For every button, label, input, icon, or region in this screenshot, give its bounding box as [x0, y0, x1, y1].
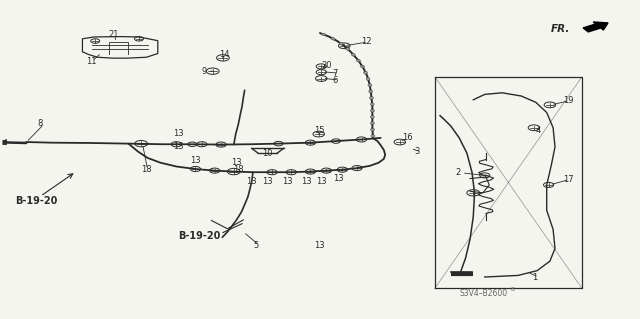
- Text: 13: 13: [314, 241, 324, 250]
- Ellipse shape: [351, 53, 355, 56]
- Text: 16: 16: [402, 133, 412, 142]
- Text: 1: 1: [532, 272, 537, 281]
- Text: 13: 13: [301, 177, 312, 186]
- Ellipse shape: [321, 33, 326, 36]
- Ellipse shape: [368, 84, 372, 87]
- Text: 14: 14: [219, 49, 230, 59]
- Ellipse shape: [360, 65, 364, 68]
- Text: 13: 13: [246, 177, 257, 186]
- Text: 18: 18: [141, 165, 152, 174]
- Text: 2: 2: [456, 168, 461, 177]
- Text: 17: 17: [563, 175, 573, 184]
- Text: B-19-20: B-19-20: [178, 231, 221, 241]
- Text: 18: 18: [233, 165, 244, 174]
- Ellipse shape: [364, 71, 367, 74]
- Text: 12: 12: [362, 38, 372, 47]
- Text: 5: 5: [253, 241, 258, 250]
- Ellipse shape: [369, 96, 373, 99]
- Text: B-19-20: B-19-20: [15, 197, 57, 206]
- Text: 13: 13: [282, 177, 292, 186]
- Ellipse shape: [371, 109, 374, 112]
- Text: 4: 4: [535, 126, 540, 135]
- Text: 13: 13: [262, 177, 273, 186]
- Text: 8: 8: [38, 119, 43, 129]
- Text: S3V4–B2600: S3V4–B2600: [460, 289, 508, 298]
- Text: 8: 8: [510, 287, 514, 292]
- Text: 13: 13: [173, 142, 184, 151]
- Text: 7: 7: [333, 69, 338, 78]
- Ellipse shape: [331, 37, 335, 40]
- Ellipse shape: [339, 42, 343, 45]
- Ellipse shape: [366, 78, 370, 80]
- Text: FR.: FR.: [551, 24, 570, 33]
- Ellipse shape: [346, 48, 350, 50]
- Text: 21: 21: [108, 30, 118, 39]
- Text: 13: 13: [316, 177, 327, 186]
- Text: 13: 13: [230, 158, 241, 167]
- Ellipse shape: [371, 115, 374, 118]
- Ellipse shape: [371, 122, 374, 125]
- Text: 13: 13: [189, 156, 200, 165]
- Text: 20: 20: [321, 61, 332, 70]
- Ellipse shape: [356, 59, 360, 62]
- Ellipse shape: [371, 103, 374, 106]
- Text: 13: 13: [173, 129, 184, 138]
- Text: 3: 3: [415, 147, 420, 156]
- Ellipse shape: [369, 90, 372, 93]
- Text: 9: 9: [201, 67, 207, 76]
- Text: 10: 10: [262, 149, 273, 158]
- Text: 19: 19: [563, 96, 573, 105]
- FancyArrow shape: [583, 22, 608, 32]
- Text: 15: 15: [314, 126, 324, 135]
- Text: 6: 6: [333, 76, 338, 85]
- Ellipse shape: [371, 128, 374, 131]
- Text: 11: 11: [86, 56, 96, 65]
- Text: 13: 13: [333, 174, 344, 183]
- Ellipse shape: [371, 135, 375, 137]
